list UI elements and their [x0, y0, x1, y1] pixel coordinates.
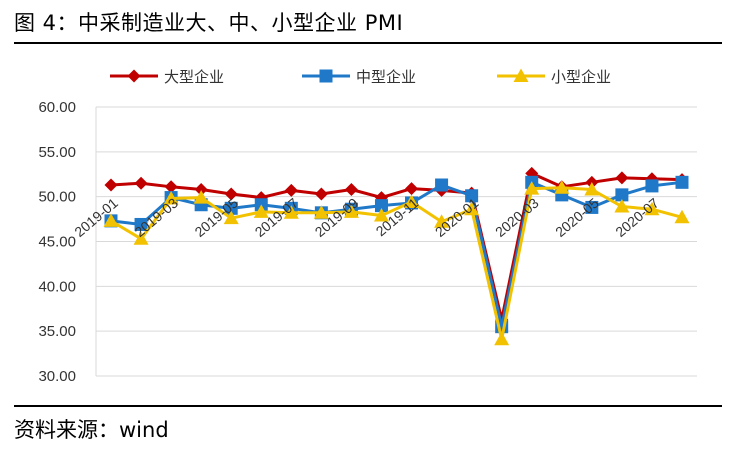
data-point: [465, 189, 479, 203]
x-tick-label: 2019-03: [131, 195, 181, 240]
data-point: [164, 180, 178, 194]
data-point: [675, 175, 689, 189]
data-point: [133, 231, 149, 245]
legend-label: 小型企业: [551, 68, 611, 86]
legend-marker: [127, 69, 141, 83]
data-point: [223, 210, 239, 225]
data-point: [584, 181, 600, 196]
data-point: [313, 205, 329, 219]
data-point: [104, 178, 118, 192]
horizontal-gridlines: [95, 106, 697, 377]
source-rule: [14, 405, 722, 407]
y-tick-label: 55.00: [38, 144, 76, 161]
data-point: [674, 209, 690, 224]
legend-marker: [319, 69, 333, 83]
data-point: [194, 182, 208, 196]
data-point: [134, 176, 148, 190]
data-point: [134, 217, 148, 231]
legend-label: 大型企业: [164, 68, 224, 86]
series-large: [104, 166, 689, 327]
y-tick-label: 30.00: [38, 368, 76, 385]
data-point: [373, 207, 389, 222]
data-point: [464, 201, 480, 216]
data-point: [585, 200, 599, 214]
y-axis-tick-labels: 60.00 55.00 50.00 45.00 40.00 35.00 30.00: [38, 99, 76, 385]
data-point: [435, 178, 449, 192]
x-tick-label: 2020-07: [612, 195, 662, 240]
data-point: [615, 188, 629, 202]
data-point: [193, 190, 209, 204]
data-point: [614, 199, 630, 213]
data-point: [344, 182, 358, 196]
data-point: [405, 182, 419, 196]
data-point: [103, 213, 119, 227]
series-small: [103, 180, 690, 346]
data-point: [524, 181, 540, 195]
data-point: [374, 199, 388, 213]
legend-marker: [513, 68, 529, 82]
y-tick-label: 50.00: [38, 189, 76, 206]
data-point: [434, 214, 450, 228]
data-point: [163, 190, 179, 205]
title-rule: [14, 42, 722, 44]
data-point: [284, 183, 298, 197]
legend-item: 中型企业: [302, 68, 416, 86]
chart-legend: 大型企业 中型企业 小型企业: [110, 68, 611, 86]
x-axis-tick-labels: 2019-01 2019-03 2019-05 2019-07 2019-09 2019-…: [71, 195, 662, 240]
data-point: [645, 179, 659, 193]
legend-item: 大型企业: [110, 68, 224, 86]
legend-label: 中型企业: [356, 68, 416, 86]
data-point: [404, 194, 420, 209]
data-point: [224, 187, 238, 201]
legend-item: 小型企业: [497, 68, 611, 86]
figure-title: 图 4：中采制造业大、中、小型企业 PMI: [14, 11, 404, 35]
data-point: [644, 201, 660, 216]
series-medium: [104, 175, 689, 334]
pmi-line-chart: 大型企业 中型企业 小型企业 60.00 55.00 50.00 45.00 40.00 35…: [38, 68, 697, 385]
x-tick-label: 2020-03: [492, 195, 542, 240]
data-point: [554, 180, 570, 194]
data-point: [615, 171, 629, 185]
y-tick-label: 60.00: [38, 99, 76, 116]
data-point: [283, 205, 299, 219]
data-point: [494, 331, 510, 346]
series-layer: [103, 166, 690, 346]
source-note: 资料来源：wind: [14, 418, 169, 442]
data-point: [314, 187, 328, 201]
data-point: [224, 201, 238, 215]
data-point: [253, 204, 269, 218]
y-tick-label: 40.00: [38, 278, 76, 295]
y-tick-label: 45.00: [38, 234, 76, 251]
y-tick-label: 35.00: [38, 323, 76, 340]
data-point: [343, 204, 359, 218]
